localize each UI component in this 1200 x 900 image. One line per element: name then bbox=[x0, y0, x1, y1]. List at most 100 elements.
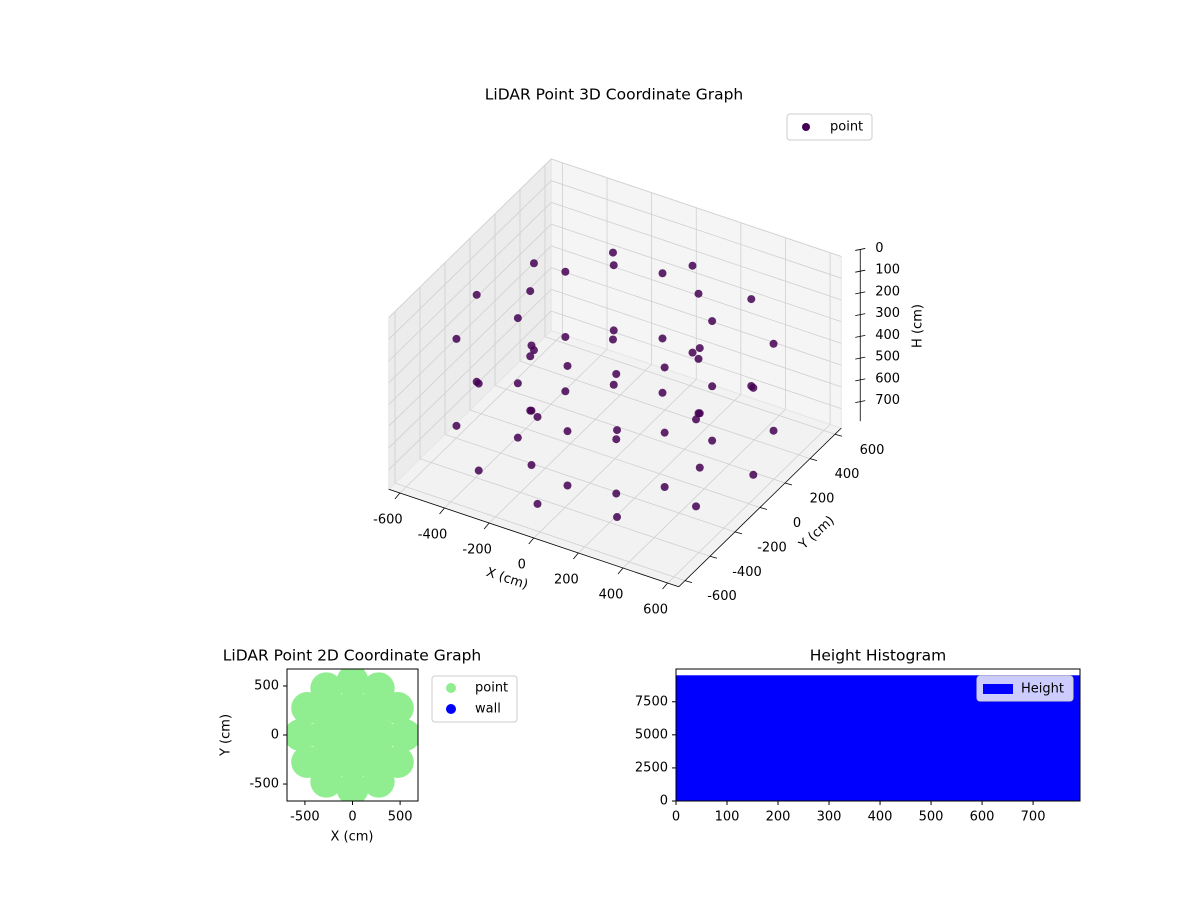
point bbox=[613, 513, 622, 522]
y-tick-label: -200 bbox=[757, 540, 787, 555]
point bbox=[695, 344, 704, 353]
tick-mark bbox=[684, 580, 693, 584]
tick-mark bbox=[734, 531, 743, 535]
point bbox=[749, 470, 758, 479]
x-tick-label: -200 bbox=[462, 543, 492, 558]
point bbox=[692, 502, 701, 511]
point bbox=[609, 326, 618, 335]
point bbox=[356, 698, 389, 731]
grid-line bbox=[469, 409, 761, 508]
legend-marker bbox=[983, 684, 1013, 694]
x-tick-label: 400 bbox=[868, 810, 893, 825]
point bbox=[694, 354, 703, 363]
point bbox=[381, 745, 414, 778]
point bbox=[526, 287, 535, 296]
point bbox=[533, 499, 542, 508]
x-tick-label: 600 bbox=[643, 603, 668, 618]
point bbox=[310, 672, 343, 705]
point bbox=[660, 482, 669, 491]
z-tick-label: 100 bbox=[875, 263, 900, 278]
tick-mark bbox=[784, 482, 793, 486]
point bbox=[474, 466, 483, 475]
grid-line bbox=[551, 267, 842, 366]
point bbox=[609, 380, 618, 389]
point bbox=[694, 289, 703, 298]
grid-line bbox=[388, 223, 552, 384]
point bbox=[362, 672, 395, 705]
x-tick-label: 0 bbox=[518, 558, 526, 573]
x-tick-label: 0 bbox=[672, 810, 680, 825]
point bbox=[316, 698, 349, 731]
point bbox=[526, 406, 535, 415]
tick-mark bbox=[709, 555, 718, 559]
x-tick-label: 300 bbox=[817, 810, 842, 825]
point bbox=[688, 348, 697, 357]
point bbox=[563, 361, 572, 370]
point bbox=[769, 339, 778, 348]
point bbox=[452, 421, 461, 430]
z-tick-label: 600 bbox=[875, 371, 900, 386]
grid-line bbox=[388, 310, 552, 470]
point bbox=[362, 765, 395, 798]
grid-line bbox=[444, 433, 736, 533]
point bbox=[747, 295, 756, 304]
point bbox=[356, 739, 389, 772]
x-tick-label: 500 bbox=[919, 810, 944, 825]
point bbox=[688, 261, 697, 270]
y-tick-label: -400 bbox=[732, 565, 762, 580]
grid-line bbox=[388, 158, 552, 318]
point bbox=[660, 363, 669, 372]
z-tick-label: 300 bbox=[875, 306, 900, 321]
point bbox=[708, 317, 717, 326]
y-tick-label: 0 bbox=[271, 728, 279, 743]
point bbox=[609, 261, 618, 270]
point bbox=[608, 335, 617, 344]
tick-mark bbox=[809, 458, 818, 462]
grid-line bbox=[388, 202, 552, 362]
grid-line bbox=[388, 267, 552, 427]
tick-mark bbox=[617, 567, 624, 575]
point bbox=[612, 489, 621, 498]
y-axis-label: Y (cm) bbox=[796, 513, 838, 553]
point bbox=[316, 739, 349, 772]
point bbox=[613, 426, 622, 435]
y-tick-label: 0 bbox=[793, 516, 801, 531]
grid-line bbox=[551, 223, 842, 323]
y-tick-label: 5000 bbox=[635, 727, 668, 742]
legend-marker bbox=[446, 683, 456, 693]
point bbox=[336, 669, 369, 698]
tick-mark bbox=[573, 552, 579, 560]
point bbox=[291, 745, 324, 778]
point bbox=[563, 481, 572, 490]
legend-label: wall bbox=[475, 702, 501, 717]
point bbox=[472, 290, 481, 299]
y-tick-label: 7500 bbox=[635, 694, 668, 709]
point bbox=[658, 388, 667, 397]
tick-mark bbox=[483, 522, 490, 530]
point bbox=[660, 428, 669, 437]
grid-line bbox=[388, 180, 552, 340]
y-tick-label: 200 bbox=[810, 492, 835, 507]
grid-line bbox=[419, 458, 711, 557]
point bbox=[708, 436, 717, 445]
x-tick-label: 100 bbox=[715, 810, 740, 825]
grid-line bbox=[551, 180, 842, 279]
x-tick-label: 600 bbox=[970, 810, 995, 825]
point bbox=[561, 267, 570, 276]
y-axis-label: Y (cm) bbox=[219, 714, 234, 757]
grid-line bbox=[519, 360, 811, 460]
point bbox=[612, 369, 621, 378]
x-tick-label: 200 bbox=[766, 810, 791, 825]
point bbox=[513, 433, 522, 442]
grid-line bbox=[388, 289, 552, 449]
point bbox=[769, 426, 778, 435]
x-tick-label: -400 bbox=[418, 528, 448, 543]
x-tick-label: 700 bbox=[1021, 810, 1046, 825]
tick-mark bbox=[662, 582, 668, 590]
point bbox=[658, 269, 667, 278]
x-tick-label: -600 bbox=[373, 513, 403, 528]
point bbox=[529, 259, 538, 268]
point bbox=[708, 382, 717, 391]
